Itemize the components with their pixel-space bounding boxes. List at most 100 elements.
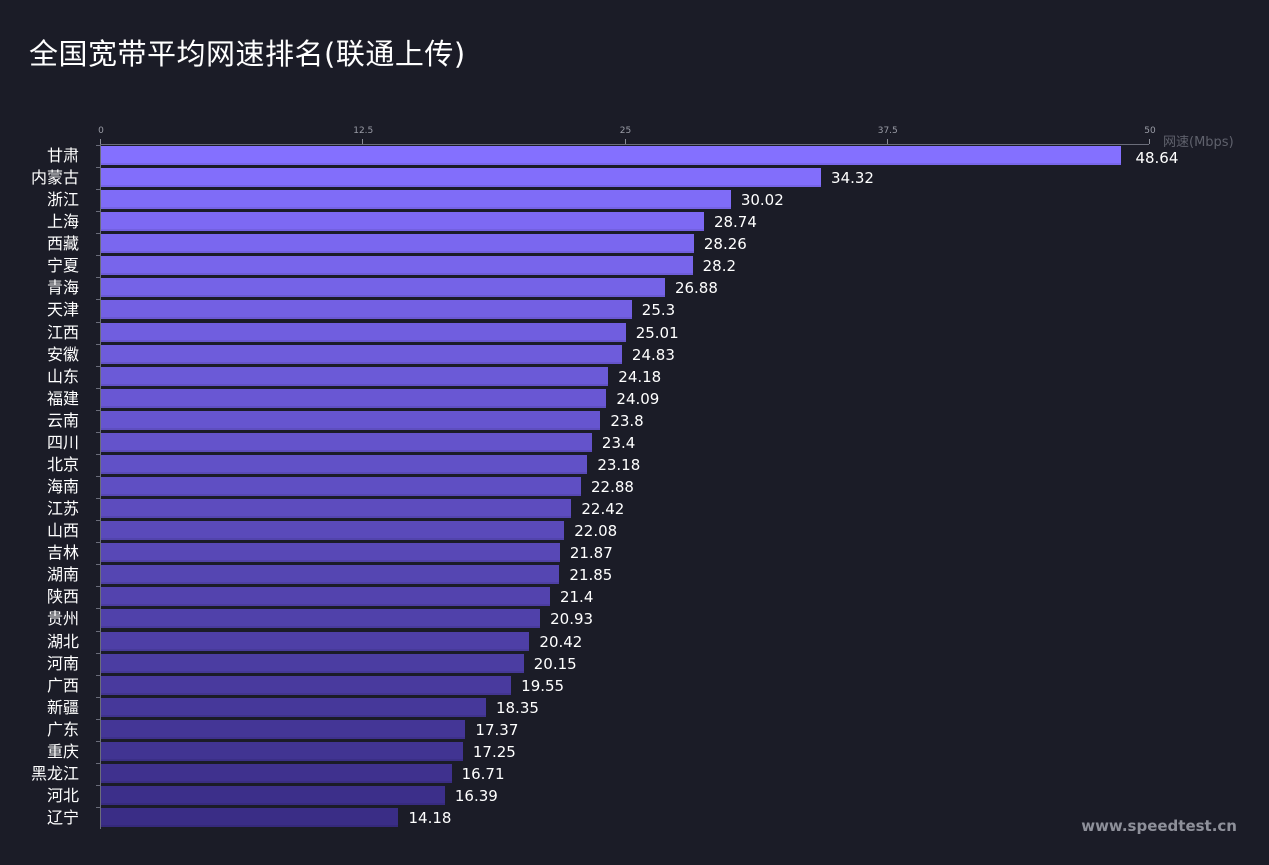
bar[interactable]	[101, 543, 560, 563]
x-tick-mark	[886, 139, 888, 144]
bar-row: 辽宁 14.18	[0, 807, 1269, 829]
bar[interactable]	[101, 697, 486, 717]
bar[interactable]	[101, 763, 452, 783]
category-label: 河北	[46, 786, 79, 806]
y-axis-line	[100, 144, 101, 829]
bar-row: 陕西 21.4	[0, 586, 1269, 608]
bar[interactable]	[101, 300, 632, 320]
bar[interactable]	[101, 454, 588, 474]
value-label: 34.32	[831, 169, 874, 188]
y-tick-mark	[96, 762, 100, 764]
bar[interactable]	[101, 786, 445, 806]
y-tick-mark	[96, 277, 100, 279]
bar[interactable]	[101, 741, 463, 761]
bar-row: 海南 22.88	[0, 476, 1269, 498]
value-label: 16.71	[461, 764, 505, 783]
bar-row: 河南 20.15	[0, 652, 1269, 675]
category-label: 黑龙江	[30, 763, 79, 783]
value-label: 20.15	[533, 654, 577, 673]
y-tick-mark	[96, 409, 100, 411]
category-label: 湖北	[46, 631, 79, 651]
bar[interactable]	[101, 256, 693, 276]
bar[interactable]	[101, 344, 622, 364]
bar[interactable]	[101, 477, 582, 497]
bar[interactable]	[101, 631, 530, 651]
bar[interactable]	[101, 521, 565, 541]
value-label: 20.93	[550, 610, 594, 629]
bar[interactable]	[101, 366, 609, 386]
bar[interactable]	[101, 212, 704, 232]
bar[interactable]	[101, 719, 466, 739]
category-label: 西藏	[46, 234, 79, 254]
bar[interactable]	[101, 190, 731, 210]
category-label: 云南	[46, 410, 79, 430]
bar[interactable]	[101, 675, 512, 695]
y-tick-mark	[96, 608, 100, 610]
y-tick-mark	[96, 321, 100, 323]
bar[interactable]	[101, 410, 601, 430]
bar-row: 天津 25.3	[0, 299, 1269, 321]
y-tick-mark	[96, 387, 100, 389]
bar[interactable]	[101, 388, 607, 408]
bar-row: 福建 24.09	[0, 387, 1269, 410]
bar-row: 湖北 20.42	[0, 630, 1269, 653]
bar[interactable]	[101, 587, 550, 607]
category-label: 上海	[46, 212, 79, 232]
bar-row: 宁夏 28.2	[0, 255, 1269, 277]
value-label: 24.18	[618, 367, 662, 386]
x-tick-label: 25	[619, 126, 632, 136]
category-label: 重庆	[46, 741, 79, 761]
value-label: 25.3	[641, 301, 676, 320]
y-tick-mark	[96, 343, 100, 345]
value-label: 23.4	[601, 433, 636, 452]
bar-row: 浙江 30.02	[0, 189, 1269, 211]
bar[interactable]	[101, 432, 592, 452]
value-label: 26.88	[674, 279, 718, 298]
bar[interactable]	[101, 653, 524, 673]
bar[interactable]	[101, 278, 665, 298]
bar[interactable]	[101, 168, 822, 188]
bar-row: 上海 28.74	[0, 211, 1269, 233]
category-label: 天津	[46, 300, 79, 320]
bar[interactable]	[101, 322, 626, 342]
category-label: 吉林	[46, 543, 79, 563]
x-tick-mark	[362, 139, 364, 144]
category-label: 辽宁	[46, 808, 79, 828]
value-label: 22.42	[581, 500, 625, 519]
y-tick-mark	[96, 255, 100, 257]
bar-row: 广东 17.37	[0, 718, 1269, 741]
bar-row: 江苏 22.42	[0, 498, 1269, 520]
y-tick-mark	[96, 586, 100, 588]
bar-row: 内蒙古 34.32	[0, 167, 1269, 189]
bar-row: 安徽 24.83	[0, 343, 1269, 366]
y-tick-mark	[96, 718, 100, 720]
bar[interactable]	[101, 146, 1122, 165]
category-label: 山东	[46, 366, 79, 386]
y-tick-mark	[96, 476, 100, 478]
category-label: 宁夏	[46, 256, 79, 276]
value-label: 22.08	[574, 522, 618, 541]
category-label: 四川	[46, 432, 79, 452]
value-label: 23.8	[610, 411, 644, 430]
value-label: 25.01	[635, 323, 679, 342]
bar[interactable]	[101, 499, 572, 519]
bar[interactable]	[101, 234, 694, 254]
value-label: 28.74	[713, 213, 757, 232]
bar-row: 新疆 18.35	[0, 696, 1269, 719]
x-axis-title: 网速(Mbps)	[1163, 135, 1234, 150]
bar[interactable]	[101, 609, 541, 629]
category-label: 浙江	[46, 190, 79, 210]
bar[interactable]	[101, 808, 399, 828]
y-tick-mark	[96, 453, 100, 455]
value-label: 21.85	[569, 566, 613, 585]
bar[interactable]	[101, 565, 560, 585]
y-tick-mark	[96, 564, 100, 566]
y-tick-mark	[96, 365, 100, 367]
y-tick-mark	[96, 807, 100, 809]
value-label: 16.39	[454, 787, 498, 806]
value-label: 21.87	[569, 544, 613, 563]
category-label: 内蒙古	[30, 168, 79, 188]
y-tick-mark	[96, 674, 100, 676]
bar-row: 四川 23.4	[0, 431, 1269, 454]
y-tick-mark	[96, 145, 100, 146]
